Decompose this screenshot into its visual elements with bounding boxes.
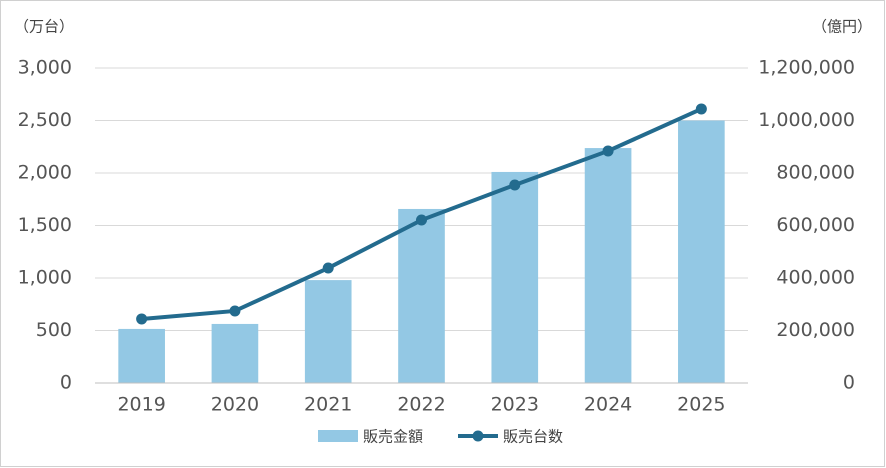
x-tick-label: 2021 (304, 394, 352, 416)
y2-tick-label: 1,200,000 (758, 57, 855, 79)
bar (584, 148, 632, 383)
x-tick-label: 2025 (677, 394, 725, 416)
y2-tick-label: 400,000 (776, 267, 855, 289)
y-tick-label: 0 (60, 372, 72, 394)
y-tick-label: 1,500 (18, 214, 72, 236)
x-tick-label: 2024 (584, 394, 632, 416)
y-tick-label: 1,000 (18, 267, 72, 289)
marker (602, 145, 614, 157)
x-tick-label: 2019 (117, 394, 165, 416)
marker (416, 214, 427, 226)
bar (118, 328, 165, 383)
bar (211, 323, 259, 383)
marker (322, 262, 334, 274)
marker (695, 103, 707, 115)
bar (398, 208, 445, 383)
x-tick-label: 2022 (397, 394, 445, 416)
bar (304, 280, 352, 383)
marker (136, 313, 148, 325)
y-axis-label: （万台） (14, 18, 74, 36)
y-tick-label: 2,000 (18, 162, 72, 184)
legend-label: 販売金額 (363, 428, 423, 446)
y2-tick-label: 800,000 (776, 162, 855, 184)
y-tick-label: 3,000 (18, 57, 72, 79)
bar (491, 171, 539, 383)
y-tick-label: 2,500 (18, 109, 72, 131)
y2-axis-label: （億円） (812, 18, 872, 36)
marker (509, 179, 521, 191)
legend-label: 販売台数 (503, 428, 563, 446)
y2-tick-label: 0 (843, 372, 855, 394)
legend-marker (472, 430, 484, 442)
marker (229, 305, 241, 317)
bar (678, 120, 725, 383)
y2-tick-label: 600,000 (776, 214, 855, 236)
x-tick-label: 2023 (491, 394, 539, 416)
y-tick-label: 500 (36, 319, 72, 341)
legend-swatch (318, 430, 358, 442)
x-tick-label: 2020 (211, 394, 259, 416)
y2-tick-label: 1,000,000 (758, 109, 855, 131)
y2-tick-label: 200,000 (776, 319, 855, 341)
